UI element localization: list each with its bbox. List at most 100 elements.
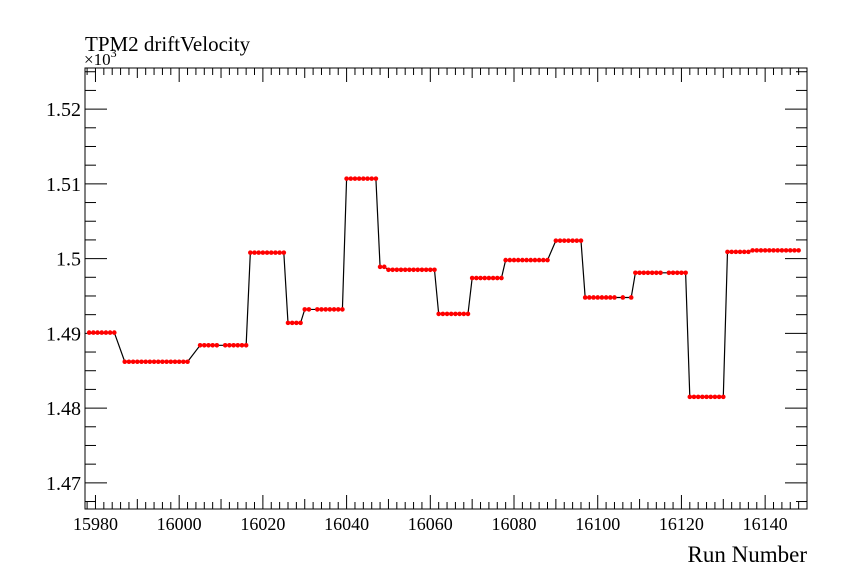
- data-point: [289, 320, 295, 326]
- data-point: [720, 394, 726, 400]
- data-point: [670, 270, 676, 276]
- data-point: [783, 248, 789, 253]
- data-point: [436, 311, 441, 317]
- data-point: [578, 238, 584, 243]
- data-point: [582, 295, 588, 300]
- series-polyline: [89, 178, 799, 398]
- data-point: [294, 320, 299, 326]
- data-point: [587, 295, 592, 300]
- data-point: [373, 176, 379, 181]
- data-point: [474, 275, 479, 281]
- data-point: [712, 394, 718, 400]
- data-point: [787, 248, 793, 253]
- data-point: [352, 176, 358, 181]
- data-point: [704, 394, 709, 400]
- data-point: [231, 343, 236, 348]
- data-point: [139, 359, 144, 365]
- data-point: [762, 248, 768, 253]
- data-point: [130, 359, 136, 365]
- data-point: [168, 359, 174, 365]
- data-point: [679, 270, 684, 276]
- data-point: [507, 257, 513, 263]
- data-point: [394, 267, 400, 273]
- data-point: [725, 249, 730, 255]
- data-point: [206, 343, 211, 348]
- data-point: [348, 176, 354, 181]
- data-point: [545, 257, 550, 263]
- data-point: [415, 267, 421, 273]
- data-point: [490, 275, 496, 281]
- data-point: [737, 249, 743, 255]
- data-point: [691, 394, 697, 400]
- data-point: [277, 250, 282, 255]
- data-point: [298, 320, 303, 326]
- data-point: [160, 359, 165, 365]
- data-point: [176, 359, 182, 365]
- data-point: [264, 250, 270, 255]
- data-point: [135, 359, 140, 365]
- data-point: [260, 250, 266, 255]
- data-point: [319, 307, 324, 312]
- data-point: [252, 250, 257, 255]
- data-point: [528, 257, 534, 263]
- data-point: [423, 267, 429, 273]
- data-point: [482, 275, 488, 281]
- data-point: [637, 270, 642, 276]
- data-point: [95, 330, 100, 335]
- data-point: [758, 248, 764, 253]
- data-point: [222, 343, 228, 348]
- y-tick-label: 1.47: [46, 473, 81, 495]
- data-point: [248, 250, 253, 255]
- y-tick-label: 1.48: [46, 398, 81, 420]
- data-point: [151, 359, 157, 365]
- data-point: [428, 267, 433, 273]
- data-point: [595, 295, 601, 300]
- data-point: [365, 176, 370, 181]
- data-point: [112, 330, 117, 335]
- data-point: [381, 264, 387, 270]
- x-tick-label: 16120: [659, 514, 704, 534]
- data-point: [792, 248, 797, 253]
- data-point: [432, 267, 437, 273]
- data-point: [641, 270, 647, 276]
- data-point: [733, 249, 739, 255]
- data-point: [302, 307, 308, 312]
- data-point: [561, 238, 567, 243]
- data-point: [285, 320, 291, 326]
- y-tick-label: 1.49: [46, 323, 81, 345]
- chart-title: TPM2 driftVelocity: [85, 32, 251, 56]
- x-tick-label: 16020: [240, 514, 285, 534]
- data-point: [566, 238, 571, 243]
- data-point: [411, 267, 416, 273]
- y-tick-label: 1.52: [46, 99, 81, 121]
- data-point: [147, 359, 153, 365]
- data-point: [197, 343, 203, 348]
- data-point: [499, 275, 504, 281]
- plot-frame: [84, 67, 808, 510]
- data-point: [628, 295, 634, 300]
- data-point: [683, 270, 688, 276]
- data-point: [444, 311, 450, 317]
- data-point: [419, 267, 425, 273]
- x-tick-label: 16080: [492, 514, 537, 534]
- data-point: [741, 249, 747, 255]
- data-point: [377, 264, 383, 270]
- x-tick-label: 16060: [408, 514, 453, 534]
- data-point: [695, 394, 701, 400]
- data-point: [268, 250, 274, 255]
- data-point: [103, 330, 109, 335]
- data-point: [541, 257, 546, 263]
- data-point: [281, 250, 287, 255]
- data-point: [143, 359, 148, 365]
- data-point: [607, 295, 613, 300]
- data-point: [315, 307, 320, 312]
- data-point: [273, 250, 278, 255]
- data-point: [633, 270, 638, 276]
- data-point: [478, 275, 483, 281]
- data-point: [553, 238, 559, 243]
- data-point: [708, 394, 714, 400]
- data-point: [674, 270, 680, 276]
- data-point: [227, 343, 232, 348]
- data-point: [340, 307, 345, 312]
- data-point: [323, 307, 328, 312]
